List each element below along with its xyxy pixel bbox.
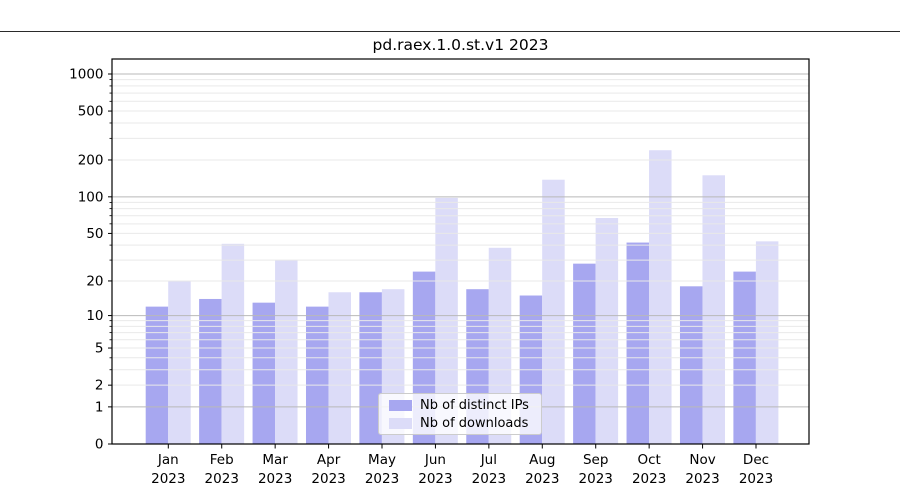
bar-downloads-0 [168,280,191,444]
x-tick-label-month: Jun [424,452,446,468]
bar-distinct-ips-3 [305,306,329,444]
x-tick-label-month: Jan [157,452,179,468]
x-tick-label-month: Oct [637,452,660,468]
legend-item-distinct-ips: Nb of distinct IPs [379,398,541,413]
x-tick-label-month: Nov [689,452,715,468]
x-tick-label-year: 2023 [418,471,452,487]
x-tick-label-month: Mar [262,452,288,468]
bar-distinct-ips-9 [626,242,650,444]
y-tick-label: 10 [86,308,103,324]
bar-distinct-ips-4 [359,292,382,444]
x-tick-label-year: 2023 [685,471,719,487]
y-tick-label: 5 [95,341,104,357]
x-tick-label-year: 2023 [632,471,666,487]
x-tick-label-year: 2023 [258,471,292,487]
bar-downloads-2 [275,260,298,444]
x-tick-label-month: Dec [743,452,769,468]
x-tick-label-year: 2023 [205,471,239,487]
bar-downloads-3 [328,292,351,444]
x-tick-label-year: 2023 [472,471,506,487]
legend-swatch-downloads-icon [389,417,412,429]
y-tick-label: 1 [95,399,104,415]
y-tick-label: 50 [86,226,103,242]
bar-downloads-9 [649,150,672,444]
bar-distinct-ips-0 [145,306,169,444]
bar-distinct-ips-2 [252,302,276,444]
x-tick-label-month: Aug [529,452,555,468]
y-tick-label: 200 [78,152,104,168]
bar-downloads-10 [702,175,725,444]
x-tick-label-year: 2023 [151,471,185,487]
y-tick-label: 2 [95,378,104,394]
bar-downloads-1 [221,243,245,444]
bar-downloads-11 [755,241,779,444]
bar-distinct-ips-8 [573,263,596,444]
chart-legend: Nb of distinct IPs Nb of downloads [378,393,542,435]
x-tick-label-year: 2023 [311,471,345,487]
x-tick-label-month: Sep [583,452,608,468]
axes-spines [111,58,810,445]
legend-label-downloads: Nb of downloads [420,415,529,431]
top-divider [0,31,900,32]
x-tick-label-month: Apr [317,452,341,468]
y-tick-label: 20 [86,273,103,289]
y-tick-label: 1000 [69,66,103,82]
bar-distinct-ips-1 [199,298,222,444]
x-tick-label-year: 2023 [525,471,559,487]
x-tick-label-month: May [368,452,396,468]
bar-downloads-8 [595,218,619,444]
y-tick-label: 100 [78,189,104,205]
legend-item-downloads: Nb of downloads [379,416,541,431]
bar-downloads-7 [542,179,565,444]
y-tick-label: 0 [95,437,104,453]
legend-swatch-distinct-ips-icon [389,399,412,411]
x-tick-label-year: 2023 [579,471,613,487]
x-tick-label-year: 2023 [365,471,399,487]
legend-label-distinct-ips: Nb of distinct IPs [420,397,529,413]
chart-title: pd.raex.1.0.st.v1 2023 [372,36,549,54]
x-tick-label-month: Feb [210,452,234,468]
x-tick-label-year: 2023 [739,471,773,487]
y-tick-label: 500 [78,104,104,120]
x-tick-label-month: Jul [480,452,497,468]
bar-distinct-ips-10 [679,286,703,444]
